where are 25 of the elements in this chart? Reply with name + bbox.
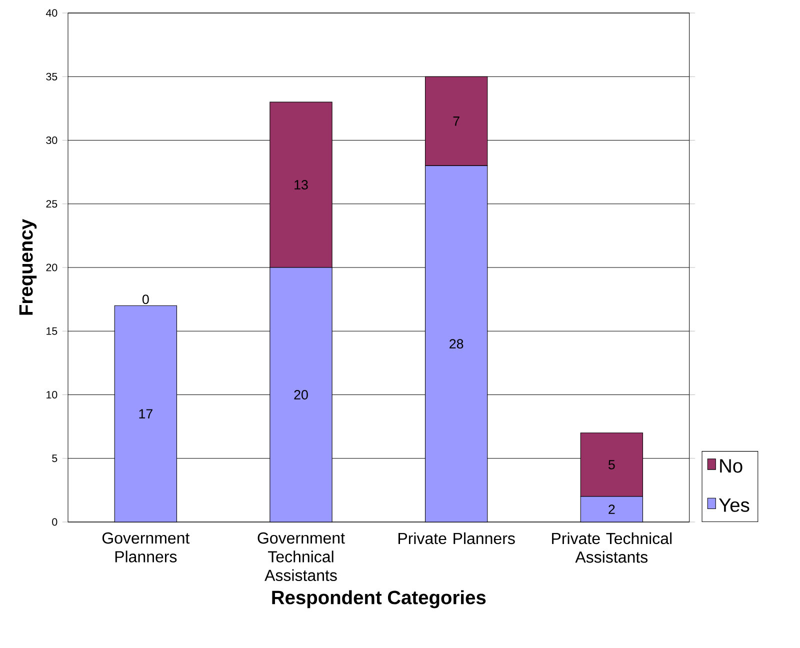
x-tick-label: Government Technical Assistants bbox=[258, 532, 345, 582]
x-tick-label: Government Planners bbox=[102, 532, 190, 562]
data-label: 20 bbox=[294, 390, 308, 400]
data-label: 2 bbox=[608, 504, 615, 514]
data-label: 28 bbox=[450, 339, 464, 349]
data-label: 7 bbox=[453, 116, 460, 126]
y-tick-label: 30 bbox=[46, 136, 58, 144]
y-tick-label: 5 bbox=[52, 454, 58, 462]
x-tick-label: Private Technical Assistants bbox=[552, 532, 672, 563]
legend-label: Yes bbox=[718, 498, 750, 512]
y-tick-label: 0 bbox=[52, 518, 58, 526]
y-tick-label: 25 bbox=[46, 200, 58, 208]
data-label: 5 bbox=[608, 460, 615, 470]
x-axis-title: Respondent Categories bbox=[272, 590, 486, 608]
y-tick-label: 35 bbox=[46, 72, 58, 80]
y-tick-label: 15 bbox=[46, 327, 58, 335]
y-axis-title: Frequency bbox=[19, 219, 37, 315]
x-tick-label: Private Planners bbox=[398, 532, 515, 544]
data-label: 0 bbox=[142, 294, 149, 304]
y-tick-label: 20 bbox=[46, 264, 58, 272]
y-tick-label: 10 bbox=[46, 390, 58, 399]
data-label: 13 bbox=[294, 180, 308, 190]
legend-label: No bbox=[720, 459, 742, 473]
data-label: 17 bbox=[139, 409, 152, 418]
y-tick-label: 40 bbox=[46, 9, 58, 17]
